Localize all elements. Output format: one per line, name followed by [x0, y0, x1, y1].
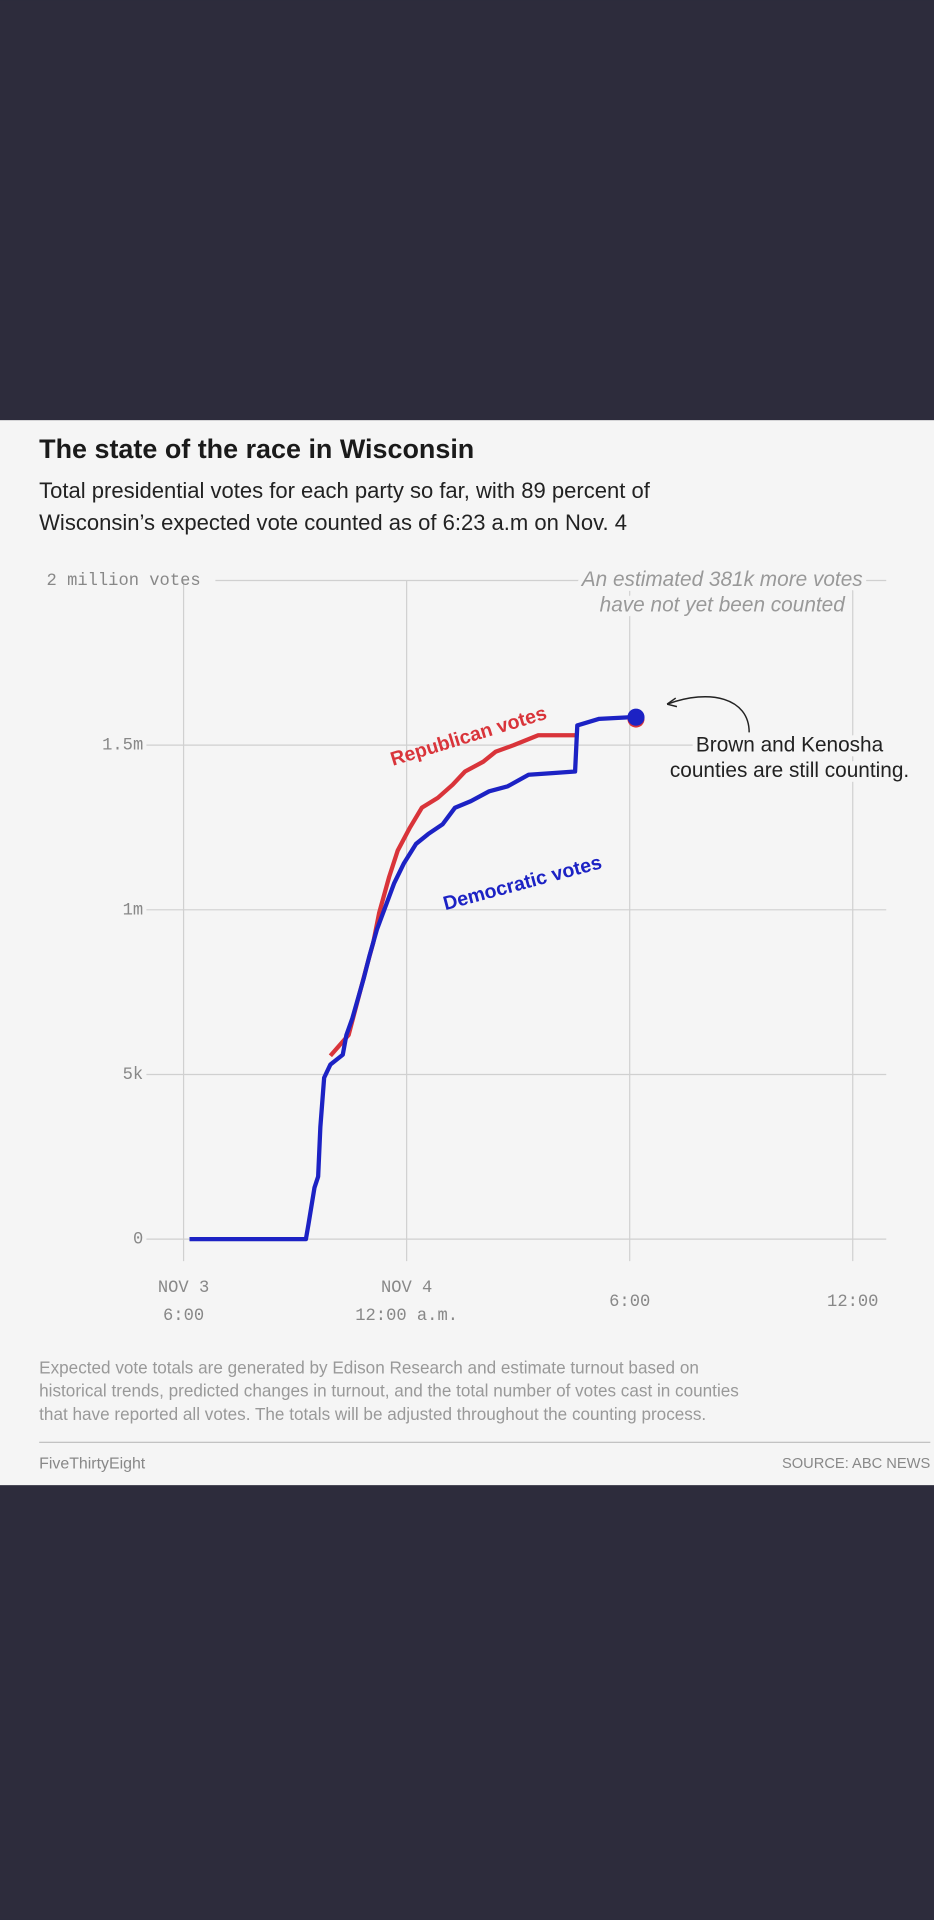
brand: FiveThirtyEight — [39, 1456, 146, 1473]
x-tick-label: 12:00 — [827, 1293, 878, 1312]
y-tick-label: 5k — [123, 1066, 144, 1085]
annotation: Brown and Kenosha — [696, 733, 884, 756]
end-dot — [627, 708, 645, 726]
y-tick-label: 0 — [133, 1231, 143, 1250]
annotation-arrow — [666, 696, 750, 733]
subtitle: Wisconsin’s expected vote counted as of … — [39, 510, 627, 535]
subtitle: Total presidential votes for each party … — [39, 478, 651, 503]
card — [0, 420, 934, 1486]
x-tick-label: 6:00 — [609, 1293, 650, 1312]
footnote: that have reported all votes. The totals… — [39, 1404, 706, 1424]
footnote: Expected vote totals are generated by Ed… — [39, 1357, 699, 1377]
arrow-head — [666, 697, 678, 708]
x-tick-label: NOV 3 — [158, 1279, 209, 1298]
x-tick-label: 12:00 a.m. — [355, 1307, 458, 1326]
x-tick-label: NOV 4 — [381, 1279, 432, 1298]
tick-labels: 0 5k 1m 1.5m 2 million votes NOV 3 6:00 NOV 4 12… — [47, 572, 879, 1326]
y-tick-label: 1.5m — [102, 737, 143, 756]
annotation: have not yet been counted — [600, 594, 847, 617]
annotation: counties are still counting. — [670, 759, 909, 782]
x-tick-label: 6:00 — [163, 1307, 204, 1326]
y-tick-label: 1m — [123, 901, 144, 920]
grid — [146, 579, 887, 1262]
footnote: historical trends, predicted changes in … — [39, 1381, 739, 1401]
annotation: An estimated 381k more votes — [580, 568, 863, 591]
source: SOURCE: ABC NEWS — [782, 1456, 931, 1472]
chart-title: The state of the race in Wisconsin — [39, 434, 474, 464]
y-tick-label: 2 million votes — [47, 572, 201, 591]
series-line — [189, 714, 633, 1242]
